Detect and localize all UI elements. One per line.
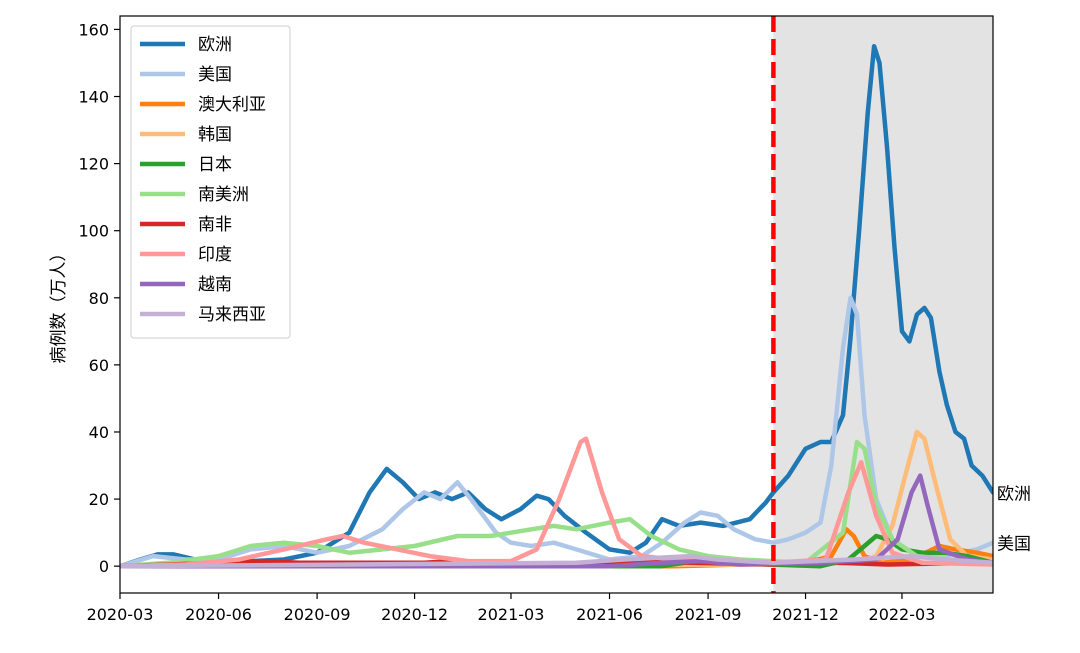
legend-label: 印度 <box>198 245 232 265</box>
y-tick-label: 160 <box>78 20 109 39</box>
x-tick-label: 2021-09 <box>675 605 742 624</box>
series-line-1 <box>120 295 993 569</box>
x-tick-label: 2021-12 <box>772 605 839 624</box>
end-label: 美国 <box>997 535 1031 555</box>
x-tick-label: 2020-12 <box>381 605 448 624</box>
x-tick-label: 2022-03 <box>869 605 936 624</box>
series-layer <box>120 43 993 569</box>
legend-label: 日本 <box>198 155 232 175</box>
end-label: 欧洲 <box>997 484 1031 504</box>
y-tick-label: 140 <box>78 88 109 107</box>
legend-label: 澳大利亚 <box>198 95 266 115</box>
y-tick-label: 100 <box>78 222 109 241</box>
x-tick-label: 2020-03 <box>87 605 154 624</box>
legend-label: 欧洲 <box>198 35 232 55</box>
axis-layer: 0 20 40 60 80 100 120 140 160 2020-03 2020-06 2020-… <box>78 20 935 624</box>
legend-label: 韩国 <box>198 125 232 145</box>
legend-label: 越南 <box>198 275 232 295</box>
x-tick-label: 2020-09 <box>284 605 351 624</box>
x-tick-label: 2021-06 <box>576 605 643 624</box>
legend-label: 马来西亚 <box>198 305 266 325</box>
y-tick-label: 40 <box>89 423 109 442</box>
series-line-8 <box>120 473 993 569</box>
legend-label: 南非 <box>198 215 232 235</box>
y-axis-label: 病例数（万人） <box>49 245 69 364</box>
y-tick-label: 120 <box>78 155 109 174</box>
series-line-9 <box>120 553 993 569</box>
x-tick-label: 2020-06 <box>185 605 252 624</box>
legend-label: 美国 <box>198 65 232 85</box>
y-tick-label: 0 <box>99 557 109 576</box>
y-tick-label: 20 <box>89 490 109 509</box>
legend-label: 南美洲 <box>198 185 249 205</box>
x-tick-label: 2021-03 <box>478 605 545 624</box>
series-line-7 <box>120 436 993 569</box>
y-tick-label: 60 <box>89 356 109 375</box>
y-tick-label: 80 <box>89 289 109 308</box>
plot-frame <box>119 15 994 594</box>
series-line-0 <box>120 43 993 569</box>
